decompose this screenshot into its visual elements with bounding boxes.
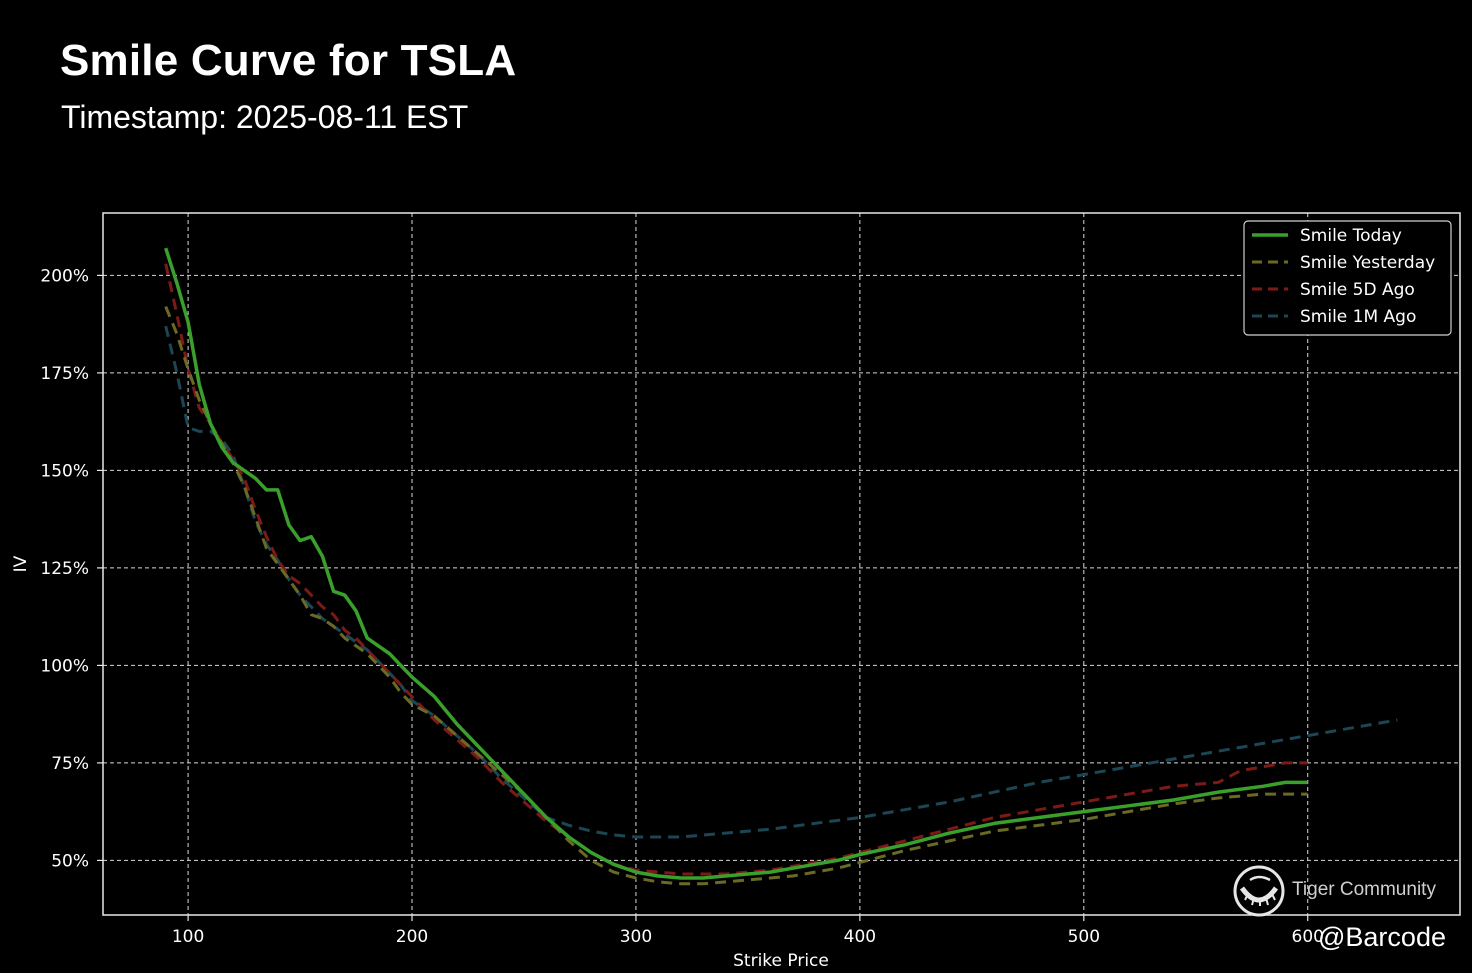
legend: Smile Today Smile Yesterday Smile 5D Ago Sm… bbox=[1243, 220, 1452, 336]
legend-label: Smile Today bbox=[1300, 226, 1402, 246]
plot-frame bbox=[102, 212, 1461, 916]
y-tick-label: 50% bbox=[51, 851, 89, 871]
x-tick-label: 200 bbox=[396, 927, 428, 947]
x-tick-label: 500 bbox=[1068, 927, 1100, 947]
legend-label: Smile Yesterday bbox=[1300, 253, 1435, 273]
legend-box bbox=[1243, 220, 1452, 336]
x-axis-label: Strike Price bbox=[733, 951, 829, 971]
legend-label: Smile 5D Ago bbox=[1300, 280, 1415, 300]
x-tick-label: 100 bbox=[172, 927, 204, 947]
tiger-logo-icon bbox=[1233, 865, 1285, 917]
x-axis-ticks: 100 200 300 400 500 600 bbox=[172, 915, 1324, 947]
y-axis-label: IV bbox=[11, 555, 31, 572]
y-tick-label: 175% bbox=[40, 364, 89, 384]
legend-label: Smile 1M Ago bbox=[1300, 307, 1416, 327]
watermark-brand: Tiger Community bbox=[1292, 879, 1436, 900]
y-tick-label: 100% bbox=[40, 656, 89, 676]
chart-title: Smile Curve for TSLA bbox=[60, 36, 517, 85]
y-tick-label: 125% bbox=[40, 559, 89, 579]
series-line-smile-5d-ago bbox=[164, 263, 1308, 876]
y-axis-ticks: 50% 75% 100% 125% 150% 175% 200% bbox=[40, 266, 103, 871]
chart-subtitle: Timestamp: 2025-08-11 EST bbox=[61, 99, 469, 135]
x-tick-label: 400 bbox=[844, 927, 876, 947]
series-line-smile-yesterday bbox=[164, 306, 1308, 886]
y-tick-label: 200% bbox=[40, 266, 89, 286]
series-group bbox=[164, 247, 1398, 886]
watermark-handle: @Barcode bbox=[1318, 922, 1446, 952]
y-tick-label: 75% bbox=[51, 754, 89, 774]
y-tick-label: 150% bbox=[40, 461, 89, 481]
x-tick-label: 600 bbox=[1292, 927, 1324, 947]
grid bbox=[103, 213, 1460, 915]
series-line-smile-today bbox=[164, 247, 1308, 880]
x-tick-label: 300 bbox=[620, 927, 652, 947]
